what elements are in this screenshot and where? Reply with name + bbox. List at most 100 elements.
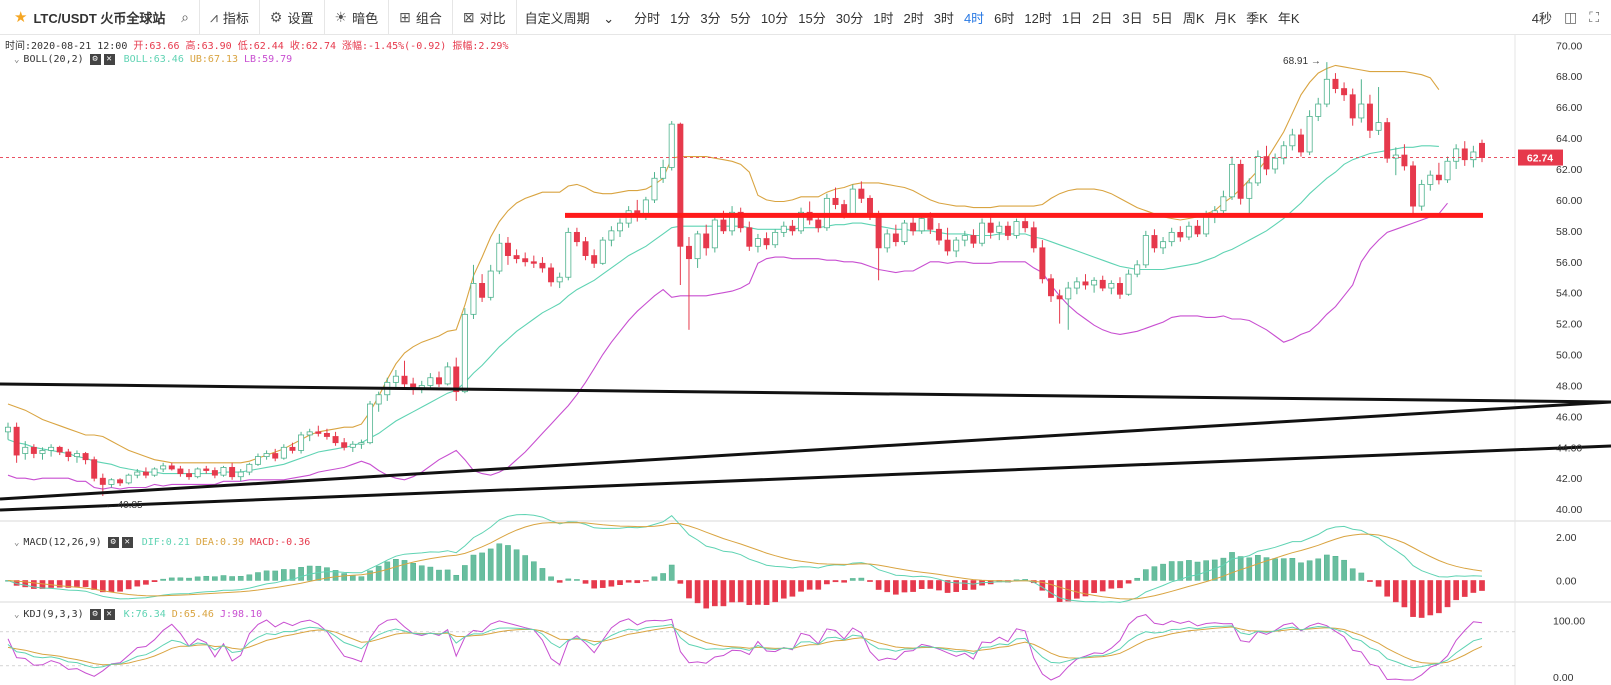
period-8[interactable]: 2时 [903,10,924,26]
period-1[interactable]: 1分 [670,10,691,26]
period-14[interactable]: 2日 [1092,10,1113,26]
macd-histogram-bar [324,567,330,581]
period-4[interactable]: 10分 [760,10,789,26]
macd-histogram-bar [686,580,692,599]
period-10[interactable]: 4时 [963,10,985,26]
candle-body [1332,78,1339,89]
macd-hist-value: MACD:-0.36 [250,537,311,548]
kdj-name: KDJ(9,3,3) [23,609,84,620]
period-13[interactable]: 1日 [1061,10,1083,26]
period-12[interactable]: 12时 [1024,10,1052,26]
combo-button[interactable]: ⊞ 组合 [389,0,453,35]
period-11[interactable]: 6时 [994,10,1015,26]
macd-histogram-bar [479,552,485,581]
candle-body [1470,151,1477,161]
settings-icon[interactable]: ⚙ [89,609,101,620]
candle-body [341,442,348,448]
candle-body [539,262,546,269]
candle-body [13,426,20,456]
fullscreen-icon[interactable]: ⛶ [1589,8,1599,25]
collapse-chevron-icon[interactable]: ⌄ [14,54,20,65]
candle-body [892,233,899,243]
period-6[interactable]: 30分 [835,10,864,26]
candle-body [1194,225,1201,235]
settings-button[interactable]: ⚙ 设置 [260,0,325,35]
search-icon[interactable]: ⌕ [181,8,189,25]
sun-icon: ☀ [334,8,348,25]
candle-body [375,394,382,405]
macd-histogram-bar [125,580,132,590]
period-17[interactable]: 周K [1182,10,1205,26]
macd-histogram-bar [1108,580,1115,589]
macd-histogram-bar [901,580,908,593]
price-tick-label: 60.00 [1556,195,1582,207]
period-15[interactable]: 3日 [1122,10,1143,26]
candle-body [1185,225,1192,238]
close-icon[interactable]: ✕ [121,537,133,548]
candle-body [263,453,270,458]
refresh-interval[interactable]: 4秒 [1531,10,1552,26]
price-tick-label: 58.00 [1556,226,1582,238]
period-16[interactable]: 5日 [1152,10,1173,26]
last-price-tag [1518,149,1563,166]
macd-histogram-bar [1074,580,1080,599]
theme-button[interactable]: ☀ 暗色 [325,0,390,35]
compare-button[interactable]: ⊠ 对比 [453,0,517,35]
settings-icon[interactable]: ⚙ [107,537,119,548]
trendlines: 68.91 → ← 40.85 [0,56,1611,512]
candle-body [39,450,46,454]
period-20[interactable]: 年K [1277,10,1300,26]
candle-body [651,177,658,201]
candle-body [117,479,124,484]
close-icon[interactable]: ✕ [103,609,115,620]
macd-histogram-bar [824,580,830,585]
period-19[interactable]: 季K [1246,10,1268,26]
candle-body [1349,94,1356,119]
macd-histogram-bar [910,580,916,592]
trendline-middle [0,400,1611,501]
candle-body [134,471,141,476]
price-tick-label: 68.00 [1556,71,1582,83]
macd-histogram-bar [1091,580,1097,593]
candle-body [1418,184,1425,207]
compare-label: 对比 [479,10,506,26]
candle-body [1082,281,1089,286]
candle-body [910,222,917,232]
collapse-chevron-icon[interactable]: ⌄ [14,537,20,548]
candle-body [142,471,149,476]
candle-body [608,230,615,241]
candle-body [858,188,865,199]
period-7[interactable]: 1时 [873,10,894,26]
custom-period-dropdown[interactable]: 自定义周期 ⌄ [525,8,625,27]
candle-body [798,211,805,232]
period-2[interactable]: 3分 [700,10,721,26]
candle-body [1091,279,1098,286]
macd-histogram-bar [1375,580,1382,587]
period-0[interactable]: 分时 [634,10,661,26]
macd-histogram-bar [849,578,856,581]
macd-histogram-bar [1349,568,1356,581]
candle-body [487,270,494,298]
symbol-selector[interactable]: ★ LTC/USDT 火币全球站 ⌕ [0,0,200,35]
candle-body [160,465,167,470]
candle-body [358,442,365,445]
macd-histogram-bar [349,575,356,581]
collapse-chevron-icon[interactable]: ⌄ [14,609,20,620]
period-18[interactable]: 月K [1214,10,1237,26]
candle-body [289,446,296,451]
macd-histogram-bar [462,565,468,581]
macd-histogram-bar [1168,561,1175,581]
camera-icon[interactable]: ◫ [1563,8,1578,25]
period-5[interactable]: 15分 [798,10,826,26]
settings-icon[interactable]: ⚙ [89,54,101,65]
indicators-button[interactable]: ⩘ 指标 [200,0,260,35]
macd-histogram-bar [134,580,141,587]
candle-body [729,211,736,232]
macd-histogram-bar [453,574,460,581]
close-icon[interactable]: ✕ [103,54,115,65]
combo-label: 组合 [415,10,442,26]
period-9[interactable]: 3时 [933,10,954,26]
period-3[interactable]: 5分 [730,10,751,26]
favorite-star-icon[interactable]: ★ [14,9,28,26]
